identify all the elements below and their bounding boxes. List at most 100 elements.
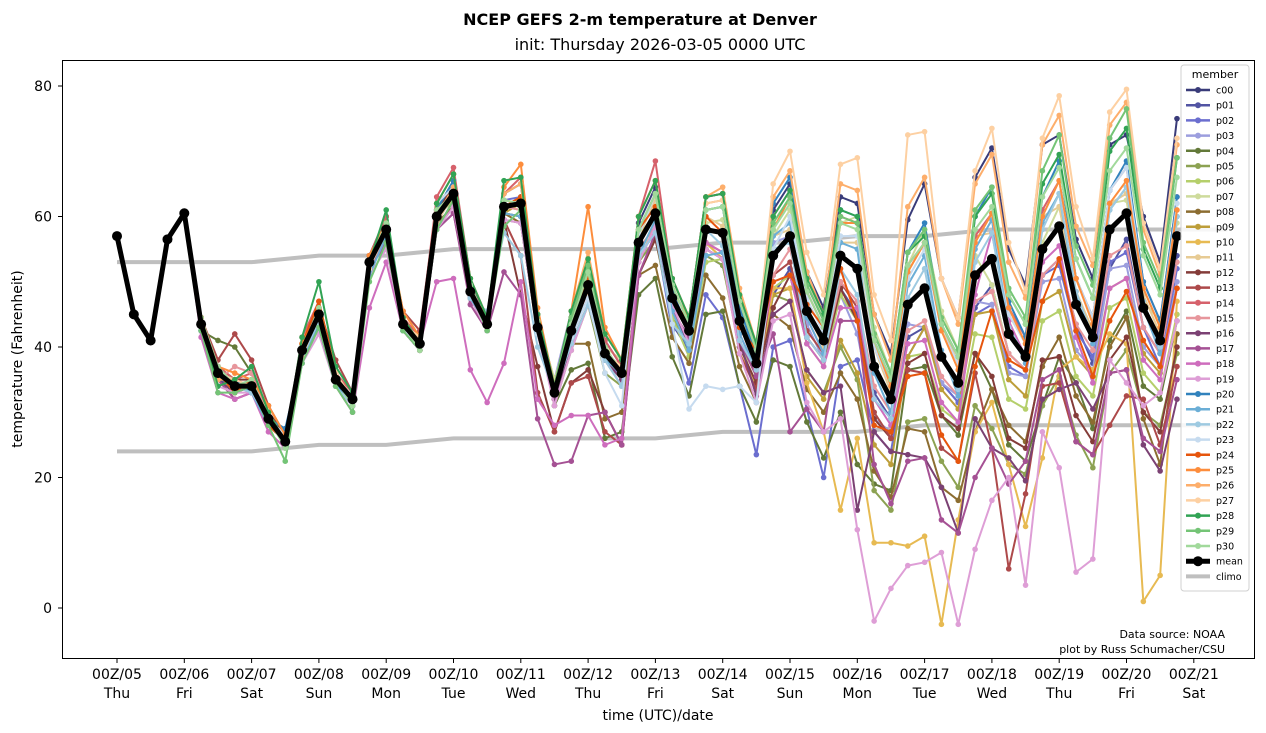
member-point (904, 340, 911, 347)
legend-label: p19 (1216, 374, 1234, 385)
member-point (1174, 344, 1180, 350)
legend-marker (1193, 556, 1203, 567)
mean-point (885, 394, 896, 405)
mean-point (128, 309, 139, 320)
member-point (888, 585, 894, 592)
member-point (770, 213, 776, 220)
member-point (1140, 396, 1147, 403)
legend-item-p30: p30 (1186, 542, 1234, 553)
legend-label: climo (1216, 572, 1242, 583)
member-point (1056, 464, 1062, 471)
member-point (921, 363, 928, 370)
member-point (904, 262, 911, 269)
legend-item-p05: p05 (1186, 162, 1234, 173)
legend-label: p25 (1216, 466, 1234, 477)
member-point (854, 187, 861, 194)
legend-label: p02 (1216, 116, 1234, 127)
member-point (787, 272, 793, 279)
member-point (989, 151, 995, 158)
mean-point (145, 335, 156, 346)
member-point (820, 389, 827, 396)
legend-marker (1195, 193, 1201, 200)
member-point (1056, 353, 1062, 360)
mean-point (616, 368, 627, 379)
member-point (1022, 288, 1029, 295)
member-point (686, 360, 692, 367)
member-point (1157, 344, 1163, 350)
member-point (921, 559, 928, 566)
member-point (804, 380, 810, 386)
member-point (1140, 442, 1147, 448)
member-point (1056, 386, 1062, 393)
legend-item-p17: p17 (1186, 344, 1234, 355)
member-point (433, 194, 440, 200)
member-point (1106, 344, 1113, 350)
member-point (938, 412, 945, 419)
member-point (938, 445, 945, 451)
mean-point (734, 315, 745, 326)
member-point (1039, 318, 1046, 324)
member-point (820, 409, 827, 416)
member-point (433, 200, 440, 207)
member-point (1140, 370, 1147, 376)
member-point (804, 399, 810, 406)
member-point (972, 168, 978, 174)
member-point (1090, 556, 1096, 562)
member-point (1005, 422, 1012, 429)
member-point (972, 331, 978, 337)
member-point (1123, 334, 1130, 341)
member-point (770, 305, 776, 311)
x-tick-label: 00Z/14 (698, 667, 748, 683)
member-point (1056, 164, 1062, 171)
member-point (1174, 259, 1180, 265)
x-tick-label: 00Z/15 (765, 667, 815, 683)
member-point (602, 415, 608, 422)
member-point (703, 311, 709, 318)
member-point (383, 220, 390, 226)
legend-marker (1195, 117, 1201, 124)
member-point (787, 337, 793, 344)
member-point (736, 383, 743, 389)
member-point (854, 357, 861, 363)
member-point (904, 327, 911, 334)
member-point (770, 357, 776, 363)
member-point (1123, 243, 1130, 249)
member-point (904, 367, 911, 373)
member-point (1056, 256, 1062, 262)
member-point (1005, 442, 1012, 448)
member-point (820, 455, 827, 461)
member-point (1090, 406, 1096, 412)
member-point (1005, 305, 1012, 311)
member-point (871, 618, 877, 624)
mean-point (1037, 244, 1048, 255)
member-point (1106, 318, 1113, 324)
member-point (652, 190, 659, 197)
x-axis-label: time (UTC)/date (602, 708, 713, 724)
mean-point (919, 283, 930, 294)
mean-point (414, 338, 425, 349)
mean-point (364, 257, 375, 268)
member-point (1106, 305, 1113, 311)
member-point (231, 396, 238, 403)
x-tick-label: 00Z/11 (496, 667, 546, 683)
legend-marker (1195, 102, 1201, 109)
y-axis: 0 20 40 60 80 (34, 79, 62, 617)
member-point (1039, 168, 1046, 174)
member-point (1039, 357, 1046, 363)
member-point (1157, 350, 1163, 357)
member-point (585, 367, 591, 373)
legend-label: p24 (1216, 450, 1234, 461)
member-point (938, 517, 945, 523)
x-tick-weekday: Wed (977, 686, 1008, 702)
member-point (1039, 194, 1046, 200)
member-point (501, 197, 507, 203)
member-point (518, 174, 524, 181)
member-point (1157, 396, 1163, 403)
mean-point (532, 322, 543, 333)
member-point (904, 249, 911, 256)
member-point (1174, 207, 1180, 213)
member-point (215, 337, 221, 344)
x-tick-weekday: Fri (1118, 686, 1135, 702)
legend-item-p03: p03 (1186, 131, 1234, 142)
member-point (618, 442, 625, 448)
